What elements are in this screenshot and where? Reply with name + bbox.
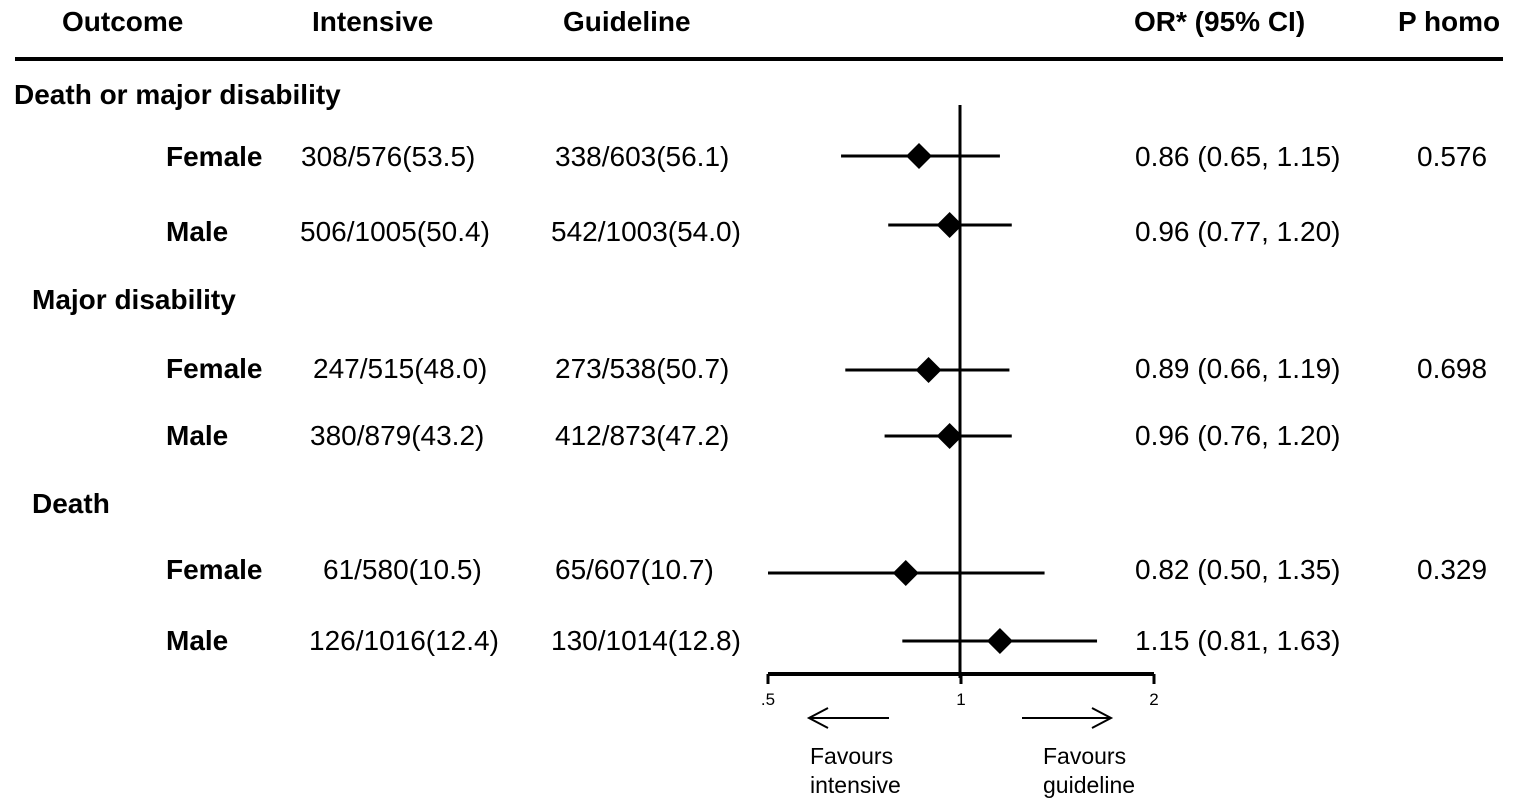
or-point-diamond [892, 560, 919, 586]
row-label: Male [166, 216, 229, 247]
intensive-value: 247/515(48.0) [313, 353, 488, 384]
guideline-value: 130/1014(12.8) [551, 625, 741, 656]
p-homo-value: 0.576 [1417, 141, 1488, 172]
favours-guideline-arrowhead [1091, 707, 1114, 729]
guideline-value: 65/607(10.7) [555, 554, 714, 585]
group-title: Death or major disability [14, 79, 341, 110]
guideline-value: 412/873(47.2) [555, 420, 730, 451]
row-label: Male [166, 420, 229, 451]
header-intensive: Intensive [312, 6, 434, 37]
or-ci-value: 0.86 (0.65, 1.15) [1135, 141, 1341, 172]
or-ci-value: 0.82 (0.50, 1.35) [1135, 554, 1341, 585]
guideline-value: 273/538(50.7) [555, 353, 730, 384]
favours-guideline-label: guideline [1043, 772, 1135, 798]
header-outcome: Outcome [62, 6, 184, 37]
favours-intensive-label: Favours [810, 743, 893, 769]
header-or-ci: OR* (95% CI) [1134, 6, 1306, 37]
or-ci-value: 1.15 (0.81, 1.63) [1135, 625, 1341, 656]
guideline-value: 338/603(56.1) [555, 141, 730, 172]
favours-intensive-arrowhead [806, 707, 829, 729]
x-tick-label: 1 [956, 690, 965, 709]
group-title: Major disability [32, 284, 236, 315]
or-point-diamond [906, 143, 933, 169]
or-point-diamond [986, 628, 1013, 654]
p-homo-value: 0.698 [1417, 353, 1488, 384]
group-title: Death [32, 488, 110, 519]
or-point-diamond [936, 212, 963, 238]
intensive-value: 61/580(10.5) [323, 554, 482, 585]
guideline-value: 542/1003(54.0) [551, 216, 741, 247]
intensive-value: 126/1016(12.4) [309, 625, 499, 656]
or-ci-value: 0.89 (0.66, 1.19) [1135, 353, 1341, 384]
intensive-value: 308/576(53.5) [301, 141, 476, 172]
row-label: Female [166, 141, 263, 172]
header-guideline: Guideline [563, 6, 691, 37]
or-ci-value: 0.96 (0.76, 1.20) [1135, 420, 1341, 451]
or-ci-value: 0.96 (0.77, 1.20) [1135, 216, 1341, 247]
intensive-value: 380/879(43.2) [310, 420, 485, 451]
header-p-homo: P homo [1398, 6, 1501, 37]
or-point-diamond [915, 357, 942, 383]
row-label: Male [166, 625, 229, 656]
favours-intensive-label: intensive [810, 772, 901, 798]
or-point-diamond [936, 423, 963, 449]
x-tick-label: .5 [761, 690, 775, 709]
row-label: Female [166, 353, 263, 384]
row-label: Female [166, 554, 263, 585]
p-homo-value: 0.329 [1417, 554, 1488, 585]
intensive-value: 506/1005(50.4) [300, 216, 490, 247]
favours-guideline-label: Favours [1043, 743, 1126, 769]
x-tick-label: 2 [1149, 690, 1158, 709]
